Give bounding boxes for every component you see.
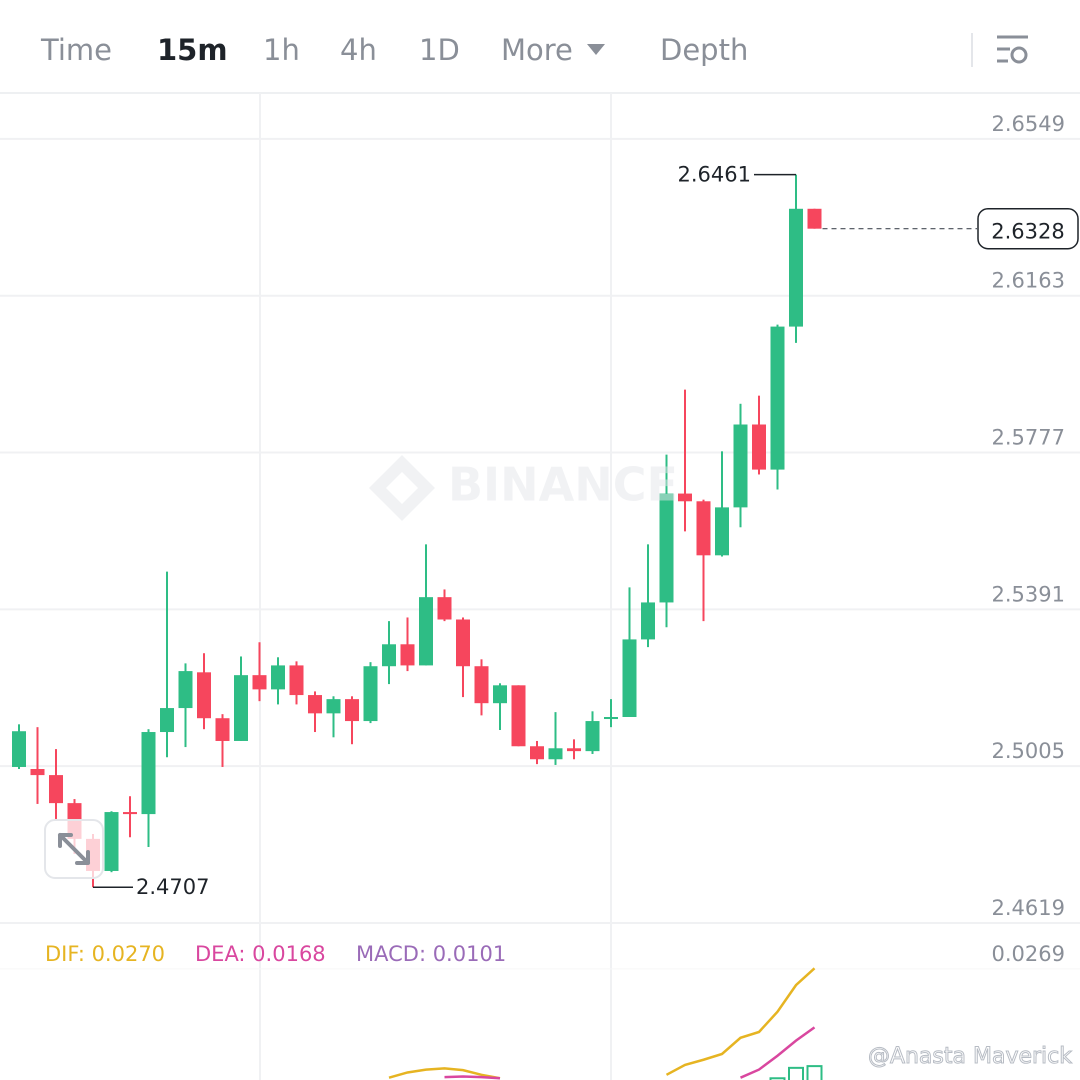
candle-body <box>141 732 156 815</box>
candle-body <box>252 675 267 690</box>
candle-body <box>49 775 63 804</box>
tab[interactable]: 1h <box>263 33 300 67</box>
candle-body <box>160 708 174 733</box>
tab[interactable]: 4h <box>340 33 377 67</box>
candle-body <box>511 685 526 747</box>
candle-body <box>548 748 563 760</box>
candle-body <box>567 748 581 752</box>
credit: @Anasta Maverick <box>868 1044 1072 1069</box>
candle-body <box>659 493 674 603</box>
candle-body <box>400 644 415 666</box>
candle-body <box>326 699 341 714</box>
candle-body <box>530 746 544 760</box>
macd-bar <box>788 1066 804 1080</box>
macd-line <box>444 1026 816 1080</box>
candle-body <box>604 717 618 720</box>
candle-body <box>641 602 655 640</box>
y-tick-label: 2.5391 <box>992 582 1065 606</box>
macd-bar <box>769 1077 786 1080</box>
macd-legend: MACD: 0.0101 <box>356 942 506 966</box>
candle-body <box>456 619 470 667</box>
candle-body <box>696 501 711 556</box>
high-label: 2.6461 <box>678 163 751 187</box>
candle-body <box>178 671 193 709</box>
macd-line <box>388 967 816 1080</box>
candle-body <box>678 493 692 502</box>
candle-body <box>382 644 396 667</box>
candle-body <box>271 665 285 690</box>
macd-bar <box>806 1065 823 1080</box>
tab[interactable]: Depth <box>660 33 748 67</box>
candle-body <box>289 665 304 696</box>
tab[interactable]: Time <box>40 33 112 67</box>
settings-icon[interactable] <box>997 35 1028 64</box>
watermark-text: BINANCE <box>448 458 678 512</box>
watermark: BINANCE <box>369 455 678 521</box>
candle-body <box>123 812 137 815</box>
tab[interactable]: 1D <box>419 33 460 67</box>
candle-body <box>715 507 729 556</box>
candle-body <box>733 424 748 508</box>
candle-body <box>12 731 26 767</box>
candle-body <box>807 208 822 229</box>
candle-body <box>770 326 785 470</box>
last-price-label: 2.6328 <box>991 220 1064 244</box>
macd-tick-label: 0.0269 <box>992 942 1065 966</box>
macd-legend: DIF: 0.0270 <box>45 942 165 966</box>
macd-plot <box>388 967 823 1080</box>
candle-body <box>30 769 45 776</box>
candle-body <box>345 699 359 722</box>
candle-body <box>234 675 248 741</box>
y-tick-label: 2.6163 <box>992 269 1065 293</box>
candle-body <box>585 721 600 752</box>
macd-legend: DEA: 0.0168 <box>195 942 326 966</box>
candle-body <box>104 812 119 871</box>
candle-body <box>493 685 507 704</box>
tab[interactable]: 15m <box>157 33 228 67</box>
tab[interactable]: More <box>501 33 573 67</box>
tab-bar <box>0 0 1080 93</box>
candle-body <box>363 666 378 722</box>
low-label: 2.4707 <box>136 875 209 899</box>
candle-body <box>215 718 230 741</box>
candle-body <box>197 672 211 719</box>
candle-body <box>419 597 433 666</box>
y-tick-label: 2.4619 <box>992 896 1065 920</box>
candle-body <box>752 424 766 470</box>
expand-button[interactable] <box>44 819 104 879</box>
y-tick-label: 2.5005 <box>992 739 1065 763</box>
candle-body <box>308 695 322 714</box>
candle-body <box>437 597 452 620</box>
dropdown-arrow <box>587 44 605 55</box>
candle-body <box>789 208 803 327</box>
last-price-box <box>977 207 1079 250</box>
candle-body <box>622 639 637 717</box>
y-tick-label: 2.6549 <box>992 112 1065 136</box>
y-tick-label: 2.5777 <box>992 426 1065 450</box>
candle-body <box>474 666 489 704</box>
